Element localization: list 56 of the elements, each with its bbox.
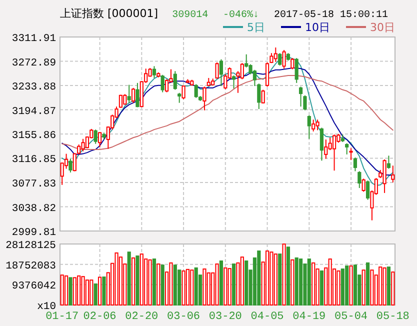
bar bbox=[294, 257, 298, 306]
bar bbox=[173, 264, 177, 306]
legend-label: 5日 bbox=[247, 21, 265, 34]
x-tick-label: 01-17 bbox=[46, 311, 79, 323]
y-tick-label: 3077.83 bbox=[12, 178, 56, 191]
x-tick-label: 05-04 bbox=[334, 311, 368, 323]
y-tick-label: 9376042 bbox=[12, 280, 56, 293]
y-tick-label: 3233.88 bbox=[12, 82, 56, 94]
x-tick-label: 04-19 bbox=[292, 311, 326, 323]
y-tick-label: 3038.82 bbox=[12, 202, 56, 215]
y-tick-label: 3116.85 bbox=[12, 154, 56, 166]
bar bbox=[386, 266, 391, 306]
y-tick-label: 3155.86 bbox=[12, 130, 56, 142]
bar bbox=[307, 258, 311, 306]
bar bbox=[286, 246, 290, 306]
y-tick-label: 3194.87 bbox=[12, 106, 56, 118]
bar bbox=[232, 264, 236, 306]
bar bbox=[298, 258, 303, 306]
bar bbox=[340, 268, 344, 306]
legend-label: 30日 bbox=[370, 21, 395, 34]
text: -046%↓ bbox=[223, 10, 260, 21]
x-tick-label: 02-06 bbox=[83, 311, 116, 323]
bar bbox=[160, 264, 164, 306]
candlestick bbox=[324, 139, 328, 160]
bar bbox=[320, 270, 324, 306]
bar bbox=[244, 260, 248, 306]
bar bbox=[68, 277, 72, 306]
bar bbox=[353, 264, 358, 306]
x-tick-label: 03-06 bbox=[167, 311, 200, 323]
bar bbox=[345, 265, 349, 306]
bar bbox=[94, 283, 98, 306]
bar bbox=[194, 267, 198, 306]
y-tick-label: 3311.91 bbox=[12, 33, 56, 45]
y-tick-label: 28128125 bbox=[6, 240, 56, 252]
x-tick-label: 02-20 bbox=[125, 311, 158, 323]
text: 309014 bbox=[172, 10, 208, 21]
y-tick-label: x10 bbox=[37, 301, 56, 313]
bar bbox=[127, 252, 131, 306]
bar bbox=[219, 260, 224, 306]
chart-title: 上证指数 [000001] bbox=[60, 7, 158, 20]
candlestick bbox=[127, 84, 131, 104]
y-tick-label: 18752083 bbox=[6, 260, 56, 272]
y-tick-label: 2999.81 bbox=[12, 227, 56, 239]
x-tick-label: 03-20 bbox=[208, 311, 242, 323]
text: 2017-05-18 15:00:11 bbox=[274, 10, 388, 21]
y-tick-label: 3272.89 bbox=[12, 57, 56, 70]
candlestick bbox=[349, 148, 353, 161]
bar bbox=[102, 276, 106, 306]
bar bbox=[152, 258, 156, 306]
bar bbox=[366, 262, 370, 306]
bar bbox=[136, 255, 140, 306]
x-tick-label: 05-18 bbox=[376, 311, 410, 323]
bar bbox=[278, 254, 282, 306]
legend-label: 10日 bbox=[305, 21, 330, 34]
bar bbox=[257, 250, 261, 306]
x-tick-label: 04-05 bbox=[250, 311, 284, 323]
